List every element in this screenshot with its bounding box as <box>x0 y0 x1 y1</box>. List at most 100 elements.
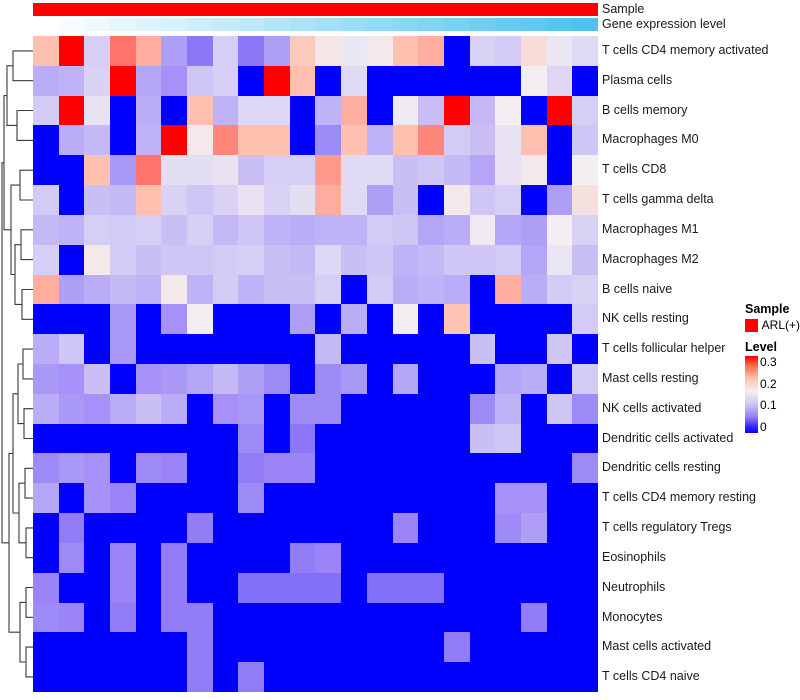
sample-annotation-cell <box>33 3 59 16</box>
heatmap-cell <box>315 453 342 484</box>
heatmap-cell <box>135 185 162 215</box>
sample-annotation-cell <box>572 3 599 16</box>
heatmap-cell <box>212 364 239 394</box>
gene-expression-annotation-label: Gene expression level <box>602 17 726 31</box>
sample-annotation-cell <box>418 3 444 16</box>
heatmap-cell <box>289 95 316 126</box>
heatmap-cell <box>58 513 85 543</box>
heatmap-cell <box>212 185 239 215</box>
row-label: T cells regulatory Tregs <box>602 520 732 535</box>
heatmap-cell <box>33 423 59 454</box>
heatmap-cell <box>572 95 598 126</box>
heatmap-cell <box>84 244 111 275</box>
heatmap-cell <box>315 542 342 573</box>
heatmap-cell <box>341 602 367 633</box>
sample-annotation-cell <box>58 3 85 16</box>
heatmap-cell <box>341 662 367 692</box>
heatmap-cell <box>212 632 239 663</box>
heatmap-cell <box>495 572 521 603</box>
heatmap-cell <box>572 572 598 603</box>
heatmap-cell <box>135 364 162 394</box>
heatmap-cell <box>212 542 239 573</box>
heatmap-cell <box>110 542 136 573</box>
heatmap-cell <box>520 244 547 275</box>
heatmap-cell <box>110 572 136 603</box>
sample-legend-item: ARL(+) <box>745 318 800 333</box>
heatmap-cell <box>161 453 188 484</box>
heatmap-cell <box>238 632 265 663</box>
heatmap-cell <box>366 423 393 454</box>
heatmap-cell <box>366 602 393 633</box>
sample-annotation-cell <box>366 3 393 16</box>
heatmap-cell <box>495 274 521 305</box>
heatmap-cell <box>110 155 136 186</box>
heatmap-cell <box>366 483 393 514</box>
heatmap-cell <box>315 95 342 126</box>
heatmap-cell <box>315 334 342 364</box>
heatmap-cell <box>341 483 367 514</box>
heatmap-cell <box>58 632 85 663</box>
heatmap-cell <box>238 364 265 394</box>
sample-annotation-cell <box>444 3 470 16</box>
heatmap-cell <box>289 214 316 245</box>
heatmap-cell <box>84 364 111 394</box>
heatmap-cell <box>315 423 342 454</box>
heatmap-cell <box>187 334 213 364</box>
heatmap-cell <box>418 662 444 692</box>
heatmap-cell <box>187 155 213 186</box>
heatmap-cell <box>289 453 316 484</box>
sample-annotation-cell <box>315 3 342 16</box>
heatmap-cell <box>443 572 470 603</box>
heatmap-cell <box>546 65 573 96</box>
heatmap-cell <box>315 274 342 305</box>
gene-expression-annotation-cell <box>187 18 213 31</box>
heatmap-cell <box>572 185 598 215</box>
heatmap-cell <box>546 155 573 186</box>
heatmap-cell <box>315 513 342 543</box>
heatmap-cell <box>212 65 239 96</box>
heatmap-cell <box>366 572 393 603</box>
sample-annotation-cell <box>161 3 188 16</box>
heatmap-cell <box>135 65 162 96</box>
heatmap-cell <box>212 602 239 633</box>
heatmap-cell <box>392 36 419 66</box>
heatmap-cell <box>84 125 111 156</box>
heatmap-cell <box>443 65 470 96</box>
row-label: T cells CD4 memory activated <box>602 43 769 57</box>
heatmap-cell <box>212 244 239 275</box>
heatmap-cell <box>238 244 265 275</box>
heatmap-cell <box>392 304 419 335</box>
heatmap-cell <box>84 602 111 633</box>
row-label: Plasma cells <box>602 72 673 87</box>
heatmap-cell <box>418 65 444 96</box>
heatmap-cell <box>520 453 547 484</box>
heatmap-cell <box>264 155 290 186</box>
heatmap-cell <box>58 572 85 603</box>
heatmap-cell <box>366 95 393 126</box>
heatmap-cell <box>443 155 470 186</box>
heatmap-cell <box>238 393 265 424</box>
heatmap-cell <box>58 602 85 633</box>
heatmap-cell <box>58 423 85 454</box>
heatmap-cell <box>84 214 111 245</box>
heatmap-cell <box>161 513 188 543</box>
heatmap-cell <box>392 632 419 663</box>
heatmap-cell <box>469 602 496 633</box>
heatmap-cell <box>110 393 136 424</box>
heatmap-cell <box>418 274 444 305</box>
heatmap-cell <box>33 334 59 364</box>
heatmap-cell <box>546 214 573 245</box>
sample-annotation-cell <box>187 3 213 16</box>
sample-annotation-cell <box>289 3 316 16</box>
sample-annotation-cell <box>341 3 367 16</box>
heatmap-cell <box>187 602 213 633</box>
heatmap-cell <box>366 214 393 245</box>
heatmap-cell <box>546 125 573 156</box>
heatmap-cell <box>469 632 496 663</box>
heatmap-cell <box>392 125 419 156</box>
heatmap-cell <box>238 214 265 245</box>
heatmap-cell <box>264 244 290 275</box>
heatmap-cell <box>33 65 59 96</box>
heatmap-cell <box>58 95 85 126</box>
heatmap-cell <box>572 304 598 335</box>
